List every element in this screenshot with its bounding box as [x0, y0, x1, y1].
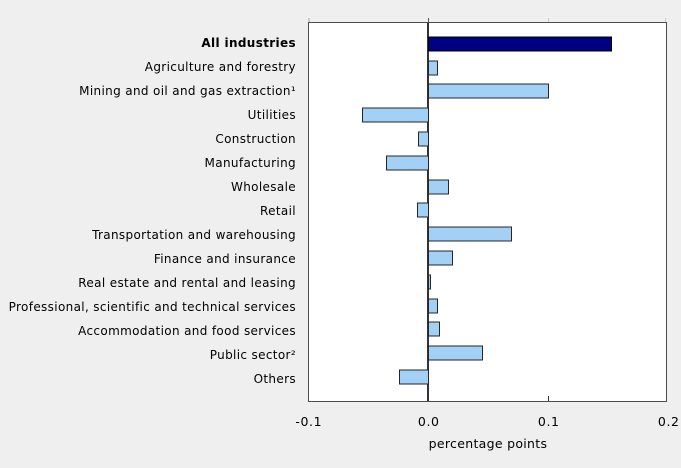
- category-label-row: Manufacturing: [0, 151, 296, 175]
- category-label-row: All industries: [0, 31, 296, 55]
- bar-row: [309, 199, 666, 223]
- category-label: Others: [253, 372, 296, 386]
- bar: [427, 274, 432, 290]
- category-label-row: Real estate and rental and leasing: [0, 271, 296, 295]
- plot-area: [308, 18, 667, 402]
- category-label-row: Utilities: [0, 103, 296, 127]
- top-tick-mark: [547, 18, 549, 22]
- category-label: All industries: [201, 36, 296, 50]
- bar: [427, 36, 613, 52]
- x-tick-label: 0.2: [657, 414, 680, 429]
- bar-row: [309, 222, 666, 246]
- x-tick-label: 0.1: [537, 414, 560, 429]
- bar: [427, 83, 549, 99]
- bar-row: [309, 151, 666, 175]
- category-label: Agriculture and forestry: [144, 60, 296, 74]
- category-label: Utilities: [247, 108, 296, 122]
- category-label-row: Professional, scientific and technical s…: [0, 295, 296, 319]
- bar: [427, 250, 453, 266]
- bar: [427, 298, 439, 314]
- bottom-tick-mark: [547, 396, 549, 401]
- category-label: Manufacturing: [204, 156, 296, 170]
- bar: [399, 369, 429, 385]
- category-label: Public sector²: [209, 348, 296, 362]
- category-label-row: Transportation and warehousing: [0, 223, 296, 247]
- bar: [361, 107, 429, 123]
- category-label-row: Others: [0, 367, 296, 391]
- bar-row: [309, 56, 666, 80]
- bar: [385, 155, 429, 171]
- bar-row: [309, 103, 666, 127]
- bar-row: [309, 318, 666, 342]
- category-label: Accommodation and food services: [78, 324, 296, 338]
- bar-row: [309, 32, 666, 56]
- category-label: Wholesale: [230, 180, 296, 194]
- bar: [418, 131, 429, 147]
- bar-row: [309, 80, 666, 104]
- category-label-row: Accommodation and food services: [0, 319, 296, 343]
- bar-row: [309, 127, 666, 151]
- category-label: Construction: [215, 132, 296, 146]
- bar: [427, 60, 439, 76]
- category-label-row: Agriculture and forestry: [0, 55, 296, 79]
- category-label: Transportation and warehousing: [92, 228, 296, 242]
- bar: [427, 321, 440, 337]
- bar: [427, 179, 450, 195]
- bar: [427, 345, 483, 361]
- bar-row: [309, 294, 666, 318]
- category-label: Finance and insurance: [153, 252, 296, 266]
- bar: [427, 226, 512, 242]
- category-label-row: Wholesale: [0, 175, 296, 199]
- bar-rows: [309, 23, 666, 401]
- category-label: Mining and oil and gas extraction¹: [79, 84, 296, 98]
- x-tick-label: 0.0: [417, 414, 440, 429]
- bar-row: [309, 175, 666, 199]
- bar-row: [309, 246, 666, 270]
- top-tick-mark: [308, 18, 310, 22]
- category-label-row: Construction: [0, 127, 296, 151]
- category-label: Professional, scientific and technical s…: [8, 300, 296, 314]
- bar-row: [309, 365, 666, 389]
- top-tick-mark: [664, 18, 666, 22]
- bar-row: [309, 341, 666, 365]
- category-label-row: Public sector²: [0, 343, 296, 367]
- category-label: Retail: [259, 204, 296, 218]
- category-labels-column: All industries Agriculture and forestry Mi…: [0, 22, 296, 403]
- category-label-row: Retail: [0, 199, 296, 223]
- x-axis-tick-labels: -0.1 0.0 0.1 0.2: [0, 414, 681, 429]
- x-axis-label: percentage points: [428, 436, 548, 451]
- category-label: Real estate and rental and leasing: [78, 276, 296, 290]
- top-tick-mark: [427, 18, 429, 22]
- x-tick-label: -0.1: [295, 414, 323, 429]
- category-label-row: Mining and oil and gas extraction¹: [0, 79, 296, 103]
- bar-row: [309, 270, 666, 294]
- bar: [417, 202, 429, 218]
- category-label-row: Finance and insurance: [0, 247, 296, 271]
